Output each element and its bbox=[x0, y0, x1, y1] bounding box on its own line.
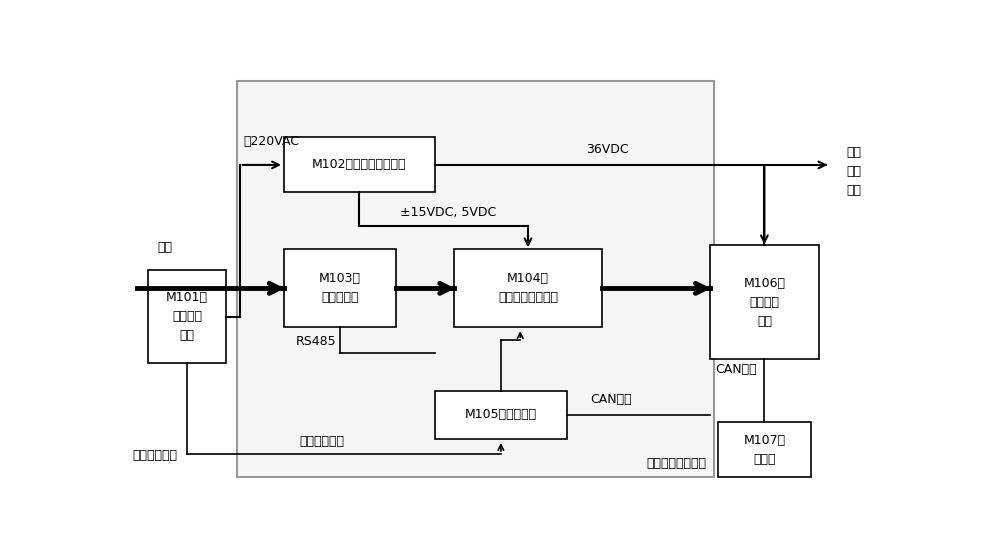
Text: 其它
车载
设备: 其它 车载 设备 bbox=[846, 146, 861, 197]
Text: 约220VAC: 约220VAC bbox=[244, 135, 300, 148]
Text: M104：
线性电源汇集模块: M104： 线性电源汇集模块 bbox=[498, 272, 558, 304]
Text: 36VDC: 36VDC bbox=[586, 144, 629, 157]
Bar bbox=[237, 81, 714, 477]
Text: CAN总线: CAN总线 bbox=[716, 363, 757, 376]
Text: M105：主控制器: M105：主控制器 bbox=[465, 408, 537, 421]
Bar bbox=[454, 249, 602, 327]
Text: M102：充电机辅助电源: M102：充电机辅助电源 bbox=[312, 158, 407, 172]
Text: 模块化车载充电机: 模块化车载充电机 bbox=[646, 456, 706, 470]
Bar bbox=[710, 245, 819, 359]
Text: M106：
充电电池
模块: M106： 充电电池 模块 bbox=[743, 277, 785, 328]
Text: 控制引导电路: 控制引导电路 bbox=[299, 435, 344, 448]
Bar bbox=[284, 249, 396, 327]
Bar bbox=[148, 270, 226, 363]
Text: CAN总线: CAN总线 bbox=[590, 393, 632, 407]
Text: RS485: RS485 bbox=[296, 335, 336, 349]
Text: M101：
地面充电
设备: M101： 地面充电 设备 bbox=[166, 292, 208, 342]
Text: 市电: 市电 bbox=[158, 241, 173, 254]
Bar bbox=[435, 391, 567, 439]
Text: M107：
仪表盘: M107： 仪表盘 bbox=[743, 434, 785, 466]
Bar bbox=[718, 423, 811, 477]
Text: ±15VDC, 5VDC: ±15VDC, 5VDC bbox=[400, 206, 496, 219]
Bar bbox=[284, 138, 435, 192]
Text: M103：
开关电源组: M103： 开关电源组 bbox=[319, 272, 361, 304]
Text: 控制引导电路: 控制引导电路 bbox=[133, 449, 178, 463]
